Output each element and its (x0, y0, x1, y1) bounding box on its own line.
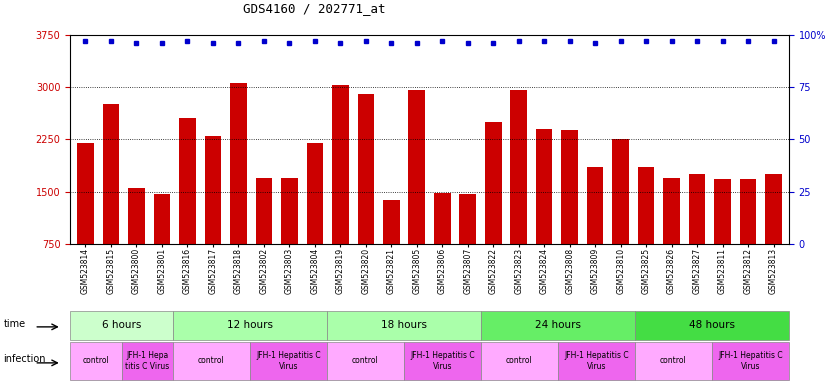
Text: JFH-1 Hepa
titis C Virus: JFH-1 Hepa titis C Virus (125, 351, 169, 371)
Bar (612, 139, 629, 296)
Bar (714, 179, 731, 296)
Text: JFH-1 Hepatitis C
Virus: JFH-1 Hepatitis C Virus (564, 351, 629, 371)
Bar (255, 177, 272, 296)
Text: control: control (660, 356, 686, 366)
Bar (128, 188, 145, 296)
Bar (306, 143, 323, 296)
Bar (562, 130, 578, 296)
Bar (383, 200, 400, 296)
Text: 6 hours: 6 hours (102, 320, 141, 331)
Bar (740, 179, 757, 296)
Bar (281, 177, 297, 296)
Text: GDS4160 / 202771_at: GDS4160 / 202771_at (243, 2, 385, 15)
Bar (510, 90, 527, 296)
Text: 12 hours: 12 hours (227, 320, 273, 331)
Bar (179, 118, 196, 296)
Bar (332, 86, 349, 296)
Text: JFH-1 Hepatitis C
Virus: JFH-1 Hepatitis C Virus (718, 351, 783, 371)
Bar (689, 174, 705, 296)
Text: 48 hours: 48 hours (689, 320, 735, 331)
Text: control: control (506, 356, 533, 366)
Bar (459, 194, 476, 296)
Text: time: time (3, 319, 26, 329)
Text: 24 hours: 24 hours (535, 320, 581, 331)
Bar (77, 143, 94, 296)
Bar (154, 194, 170, 296)
Bar (205, 136, 221, 296)
Text: control: control (198, 356, 225, 366)
Bar (485, 122, 501, 296)
Bar (638, 167, 654, 296)
Bar (765, 174, 782, 296)
Text: JFH-1 Hepatitis C
Virus: JFH-1 Hepatitis C Virus (410, 351, 475, 371)
Bar (230, 83, 247, 296)
Bar (536, 129, 553, 296)
Bar (358, 94, 374, 296)
Bar (587, 167, 604, 296)
Text: JFH-1 Hepatitis C
Virus: JFH-1 Hepatitis C Virus (256, 351, 320, 371)
Bar (102, 104, 119, 296)
Text: control: control (352, 356, 379, 366)
Text: infection: infection (3, 354, 46, 364)
Bar (663, 177, 680, 296)
Text: 18 hours: 18 hours (381, 320, 427, 331)
Text: control: control (83, 356, 109, 366)
Bar (409, 90, 425, 296)
Bar (434, 193, 450, 296)
